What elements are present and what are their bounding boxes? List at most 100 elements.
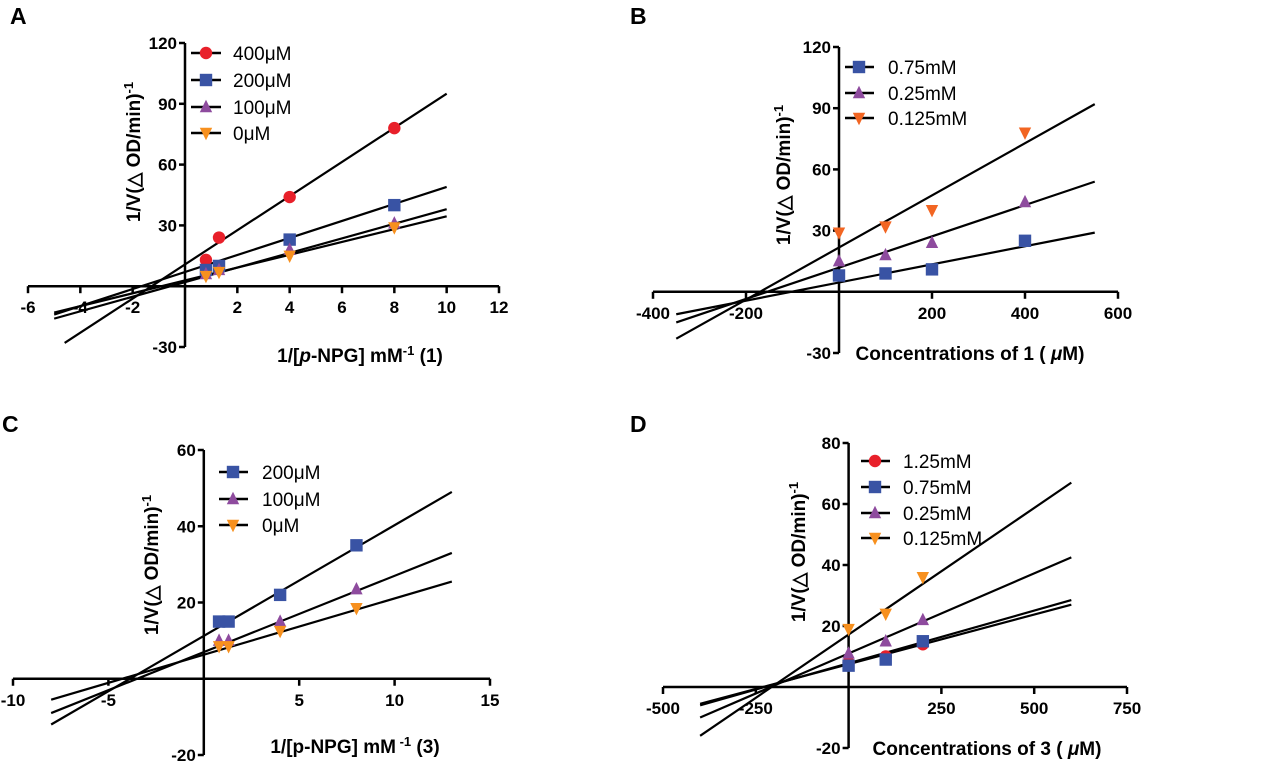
x-tick-label: 5 bbox=[294, 691, 303, 710]
points-0μM bbox=[199, 222, 401, 284]
points-0.75mM bbox=[842, 635, 930, 672]
x-axis-label: 1/[p-NPG] mM -1 (3) bbox=[270, 734, 439, 759]
points-0.125mM bbox=[842, 572, 930, 637]
legend-label: 0μM bbox=[233, 124, 270, 145]
data-point bbox=[1018, 127, 1032, 140]
points-0.125mM bbox=[832, 127, 1032, 240]
x-axis-label-part: (1) bbox=[414, 346, 443, 367]
x-axis-label-part: (3) bbox=[411, 737, 440, 758]
y-axis-label: 1/V(△ OD/min)-1 bbox=[139, 495, 164, 635]
points-0.75mM bbox=[832, 234, 1032, 282]
legend-marker bbox=[868, 532, 882, 546]
x-tick-label: 600 bbox=[1104, 304, 1132, 323]
panel-d: D -500 -250 250 500 750 -20 20 40 60 80 1.25mM 0.75m… bbox=[630, 411, 1141, 760]
data-point bbox=[925, 263, 939, 276]
x-tick-label: 750 bbox=[1113, 699, 1141, 718]
legend-label: 200μM bbox=[262, 463, 320, 484]
data-point bbox=[350, 581, 363, 595]
x-tick-label: 10 bbox=[437, 298, 456, 317]
y-tick-label: 30 bbox=[812, 222, 831, 241]
data-point bbox=[350, 603, 363, 616]
data-point bbox=[283, 190, 296, 204]
data-point bbox=[388, 198, 401, 212]
data-point bbox=[879, 653, 892, 666]
x-tick-label: 8 bbox=[390, 298, 399, 317]
x-tick-label: -2 bbox=[125, 298, 140, 317]
legend-marker bbox=[199, 99, 213, 113]
y-tick-label: 60 bbox=[158, 156, 177, 175]
y-axis-label-part: 1/V(△ OD/min) bbox=[124, 93, 145, 222]
panel-letter: C bbox=[2, 411, 19, 437]
data-point bbox=[832, 269, 846, 282]
data-point bbox=[212, 641, 226, 654]
data-point bbox=[916, 612, 930, 626]
points-200μM bbox=[212, 539, 363, 628]
legend: 1.25mM 0.75mM 0.25mM 0.125mM bbox=[861, 452, 982, 550]
data-point bbox=[916, 635, 930, 648]
x-axis-label-part: -1 bbox=[396, 734, 411, 749]
x-axis-label-part: -NPG] mM bbox=[311, 346, 403, 367]
x-tick-label: 6 bbox=[337, 298, 346, 317]
data-point bbox=[273, 625, 287, 639]
data-point bbox=[1018, 234, 1032, 247]
y-tick-label: 20 bbox=[822, 617, 841, 636]
x-axis-label: Concentrations of 1 ( μM) bbox=[856, 344, 1085, 365]
data-point bbox=[879, 267, 892, 280]
y-axis-label-part: -1 bbox=[139, 495, 154, 507]
data-point bbox=[222, 641, 235, 654]
x-axis-label-part: M) bbox=[1079, 739, 1101, 760]
data-point bbox=[283, 250, 296, 263]
legend: 400μM 200μM 100μM 0μM bbox=[191, 44, 291, 145]
x-axis-label-part: -1 bbox=[403, 343, 415, 358]
y-tick-label: 30 bbox=[158, 216, 177, 235]
legend-marker bbox=[868, 480, 882, 494]
panel-c: C -10 -5 5 10 15 -20 20 40 60 200μM 100μM 0μM 1/[p-NP… bbox=[1, 411, 500, 763]
data-point bbox=[199, 253, 213, 267]
x-tick-label: 4 bbox=[285, 298, 295, 317]
data-point bbox=[879, 634, 892, 647]
series-0μM bbox=[50, 580, 453, 701]
x-tick-label: -10 bbox=[1, 691, 26, 710]
data-point bbox=[832, 254, 846, 267]
legend-marker bbox=[852, 60, 866, 74]
data-point bbox=[222, 615, 235, 628]
points-200μM bbox=[199, 198, 401, 277]
y-axis-label: 1/V(△ OD/min)-1 bbox=[121, 82, 146, 222]
y-tick-label: 120 bbox=[803, 38, 831, 57]
y-axis-label-part: 1/V(△ OD/min) bbox=[774, 116, 795, 245]
legend-marker bbox=[226, 491, 240, 505]
fit-line bbox=[53, 215, 447, 314]
x-axis-label-part: 1/[ bbox=[277, 346, 300, 367]
y-axis-label-part: -1 bbox=[786, 482, 801, 494]
points-0.25mM bbox=[842, 612, 930, 659]
data-point bbox=[350, 539, 363, 552]
series-0μM bbox=[53, 215, 447, 314]
panel-letter: D bbox=[630, 411, 647, 437]
data-point bbox=[212, 266, 226, 280]
fit-line bbox=[53, 185, 448, 316]
x-axis-label-part: Concentrations of 3 ( bbox=[873, 739, 1068, 760]
y-tick-label: -30 bbox=[152, 338, 177, 357]
data-point bbox=[879, 608, 892, 621]
x-tick-label: -250 bbox=[739, 699, 773, 718]
x-axis-label: Concentrations of 3 ( μM) bbox=[873, 739, 1102, 760]
legend-label: 100μM bbox=[262, 490, 320, 511]
y-axis-label-part: 1/V(△ OD/min) bbox=[142, 506, 163, 635]
legend-marker bbox=[226, 519, 240, 533]
data-point bbox=[925, 205, 939, 218]
legend-marker bbox=[852, 85, 866, 99]
legend-marker bbox=[226, 465, 240, 479]
data-point bbox=[1018, 194, 1032, 208]
data-point bbox=[842, 623, 855, 637]
y-tick-label: 120 bbox=[149, 34, 177, 53]
x-tick-label: 10 bbox=[385, 691, 404, 710]
data-point bbox=[212, 231, 226, 244]
panel-b: B -400 -200 200 400 600 -30 30 60 90 120 0.75mM 0.25… bbox=[630, 3, 1132, 365]
x-axis-label-part: μ bbox=[1067, 739, 1080, 760]
points-0.25mM bbox=[832, 194, 1032, 267]
x-tick-label: -500 bbox=[646, 699, 680, 718]
points-0μM bbox=[212, 603, 363, 654]
legend-marker bbox=[852, 112, 866, 126]
panel-letter: A bbox=[10, 3, 27, 29]
